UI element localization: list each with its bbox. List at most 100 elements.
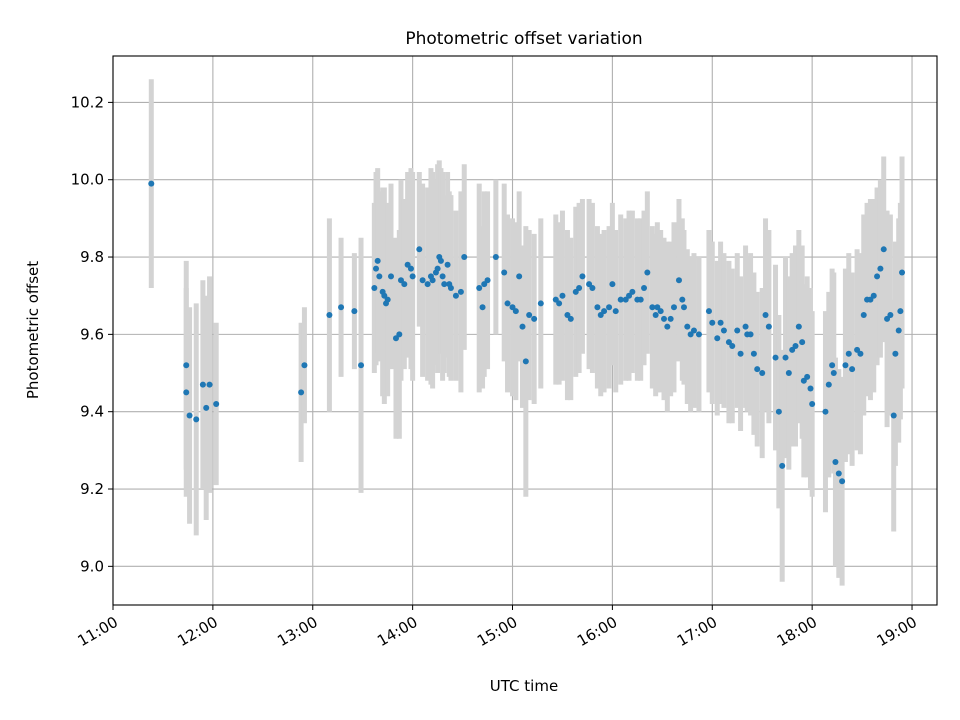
data-point xyxy=(705,308,712,315)
data-point xyxy=(842,362,849,369)
data-point xyxy=(782,354,789,361)
data-point xyxy=(670,304,677,311)
data-point xyxy=(484,277,491,284)
data-point xyxy=(387,273,394,280)
data-point xyxy=(717,319,724,326)
data-point xyxy=(522,358,529,365)
data-point xyxy=(792,342,799,349)
data-point xyxy=(476,284,483,291)
data-point xyxy=(512,308,519,315)
data-point xyxy=(444,261,451,268)
data-point xyxy=(424,281,431,288)
data-point xyxy=(664,323,671,330)
data-point xyxy=(492,254,499,261)
data-point xyxy=(829,362,836,369)
data-point xyxy=(371,284,378,291)
data-point xyxy=(452,292,459,299)
data-point xyxy=(860,312,867,319)
data-point xyxy=(895,327,902,334)
data-point xyxy=(606,304,613,311)
data-point xyxy=(804,373,811,380)
data-point xyxy=(612,308,619,315)
data-point xyxy=(849,366,856,373)
data-point xyxy=(183,389,190,396)
data-point xyxy=(759,370,766,377)
data-point xyxy=(880,246,887,253)
x-axis-ticks: 11:00 12:00 13:00 14:00 15:00 16:00 17:00 18:00… xyxy=(75,605,920,650)
data-point xyxy=(641,284,648,291)
data-point xyxy=(899,269,906,276)
y-tick-label: 9.0 xyxy=(80,557,104,575)
data-point xyxy=(747,331,754,338)
data-point xyxy=(892,350,899,357)
data-point xyxy=(679,296,686,303)
data-point xyxy=(874,273,881,280)
y-tick-label: 10.0 xyxy=(71,171,104,189)
data-point xyxy=(186,412,193,419)
data-point xyxy=(338,304,345,311)
y-axis-label: Photometric offset xyxy=(24,261,42,399)
data-point xyxy=(870,292,877,299)
data-point xyxy=(629,288,636,295)
data-point xyxy=(695,331,702,338)
data-point xyxy=(714,335,721,342)
data-point xyxy=(148,180,155,187)
data-point xyxy=(419,277,426,284)
data-point xyxy=(416,246,423,253)
x-axis-label: UTC time xyxy=(490,677,558,695)
data-point xyxy=(684,323,691,330)
data-point xyxy=(750,350,757,357)
data-point xyxy=(526,312,533,319)
data-point xyxy=(877,265,884,272)
data-point xyxy=(407,265,414,272)
data-point xyxy=(667,315,674,322)
y-tick-label: 9.6 xyxy=(80,325,104,343)
data-point xyxy=(537,300,544,307)
error-bars xyxy=(148,79,905,586)
data-point xyxy=(795,323,802,330)
x-tick-label: 18:00 xyxy=(774,613,820,650)
data-point xyxy=(830,370,837,377)
data-point xyxy=(644,269,651,276)
x-tick-label: 13:00 xyxy=(274,613,320,650)
data-point xyxy=(835,470,842,477)
y-tick-label: 10.2 xyxy=(71,93,104,111)
data-point xyxy=(206,381,213,388)
data-point xyxy=(822,408,829,415)
data-point xyxy=(429,277,436,284)
data-point xyxy=(729,342,736,349)
data-point xyxy=(594,304,601,311)
data-point xyxy=(762,312,769,319)
x-tick-label: 15:00 xyxy=(474,613,520,650)
data-point xyxy=(199,381,206,388)
data-point xyxy=(193,416,200,423)
data-point xyxy=(690,327,697,334)
data-point xyxy=(409,273,416,280)
data-point xyxy=(825,381,832,388)
y-tick-label: 9.8 xyxy=(80,248,104,266)
data-point xyxy=(203,404,210,411)
data-point xyxy=(742,323,749,330)
x-tick-label: 17:00 xyxy=(674,613,720,650)
data-point xyxy=(437,257,444,264)
data-point xyxy=(501,269,508,276)
data-points xyxy=(148,180,906,485)
data-point xyxy=(680,304,687,311)
data-point xyxy=(516,273,523,280)
data-point xyxy=(479,304,486,311)
data-point xyxy=(441,281,448,288)
data-point xyxy=(373,265,380,272)
data-point xyxy=(567,315,574,322)
data-point xyxy=(720,327,727,334)
data-point xyxy=(637,296,644,303)
data-point xyxy=(601,308,608,315)
data-point xyxy=(785,370,792,377)
data-point xyxy=(832,458,839,465)
data-point xyxy=(890,412,897,419)
data-point xyxy=(657,308,664,315)
data-point xyxy=(799,339,806,346)
data-point xyxy=(579,273,586,280)
data-point xyxy=(652,312,659,319)
data-point xyxy=(213,400,220,407)
data-point xyxy=(434,265,441,272)
